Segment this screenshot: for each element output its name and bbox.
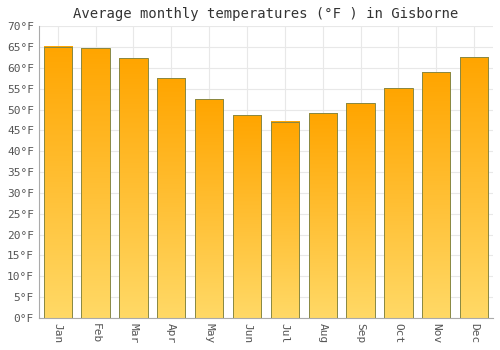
Bar [384,88,412,318]
Bar [82,48,110,318]
Bar [119,58,148,318]
Bar [233,115,261,318]
Bar [44,47,72,318]
Bar [270,122,299,318]
Bar [460,57,488,318]
Title: Average monthly temperatures (°F ) in Gisborne: Average monthly temperatures (°F ) in Gi… [74,7,458,21]
Bar [422,72,450,318]
Bar [346,103,375,318]
Bar [308,113,337,318]
Bar [157,78,186,318]
Bar [195,99,224,318]
